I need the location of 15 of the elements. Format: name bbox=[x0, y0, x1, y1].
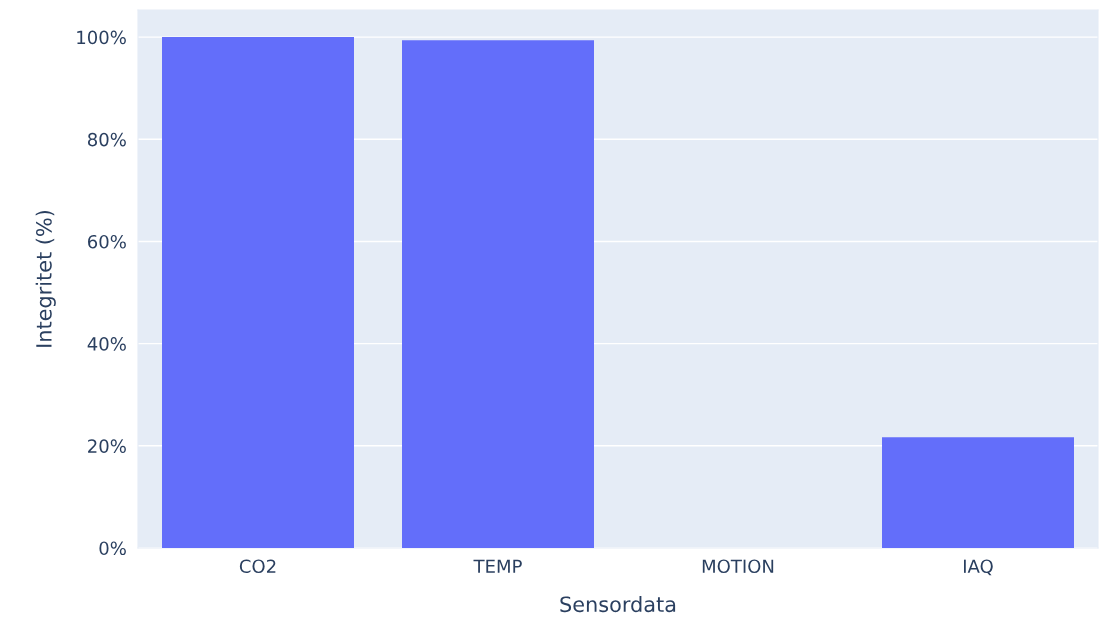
bar bbox=[882, 437, 1074, 548]
y-tick-label: 100% bbox=[77, 30, 126, 45]
x-tick-label: CO2 bbox=[239, 559, 276, 574]
y-axis-title: Integritet (%) bbox=[35, 210, 56, 347]
y-tick-label: 60% bbox=[88, 234, 126, 249]
y-tick-label: 20% bbox=[88, 439, 126, 453]
x-tick-label: MOTION bbox=[702, 559, 774, 574]
bar bbox=[162, 37, 354, 548]
y-tick-label: 0% bbox=[99, 541, 126, 556]
x-tick-label: TEMP bbox=[473, 559, 522, 573]
bar bbox=[402, 40, 594, 548]
x-tick-label: IAQ bbox=[963, 559, 993, 576]
y-tick-label: 80% bbox=[87, 132, 126, 147]
x-axis-title: Sensordata bbox=[560, 596, 676, 613]
y-tick-label: 40% bbox=[87, 337, 126, 351]
